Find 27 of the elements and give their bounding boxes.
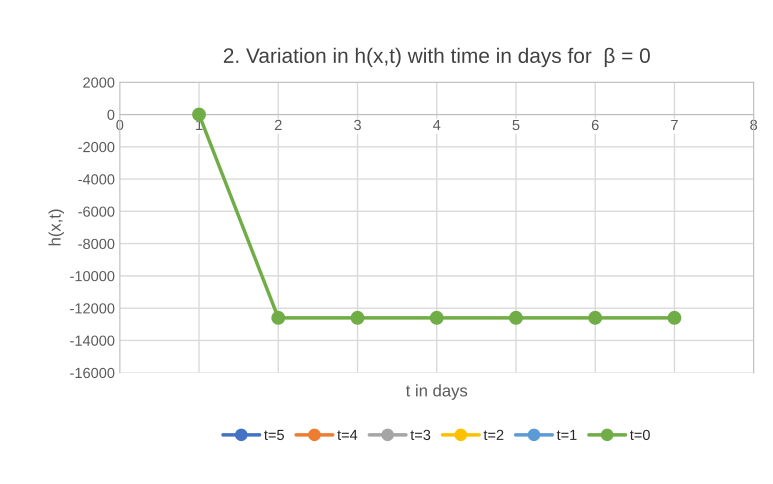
legend-label: t=1 xyxy=(556,430,577,440)
y-tick-label: -10000 xyxy=(70,270,114,282)
legend-label: t=3 xyxy=(410,430,430,440)
legend-label: t=0 xyxy=(630,430,650,440)
legend-label: t=5 xyxy=(264,430,284,440)
y-tick-label: -8000 xyxy=(78,238,114,250)
legend-label: t=4 xyxy=(337,430,358,440)
x-tick-label: 0 xyxy=(116,120,124,130)
y-tick-label: -6000 xyxy=(78,206,114,217)
chart-title: 2. Variation in h(x,t) with time in days for β = 0 xyxy=(224,48,650,68)
y-tick-label: -14000 xyxy=(70,336,114,346)
x-tick-label: 5 xyxy=(512,120,520,130)
x-tick-label: 2 xyxy=(274,120,282,130)
x-tick-label: 8 xyxy=(750,120,758,130)
x-tick-label: 4 xyxy=(433,120,440,130)
y-tick-label: 0 xyxy=(107,110,114,120)
x-axis-title: t in days xyxy=(406,384,468,400)
y-tick-label: -16000 xyxy=(70,368,114,378)
x-tick-label: 6 xyxy=(592,120,599,130)
y-tick-label: 2000 xyxy=(83,77,114,88)
y-tick-label: -4000 xyxy=(78,174,114,185)
y-tick-label: -2000 xyxy=(78,142,114,152)
x-tick-label: 3 xyxy=(354,120,361,130)
x-tick-label: 7 xyxy=(671,120,678,130)
legend-label: t=2 xyxy=(484,430,504,440)
y-axis-title: h(x,t) xyxy=(48,210,64,246)
y-tick-label: -12000 xyxy=(70,303,114,314)
